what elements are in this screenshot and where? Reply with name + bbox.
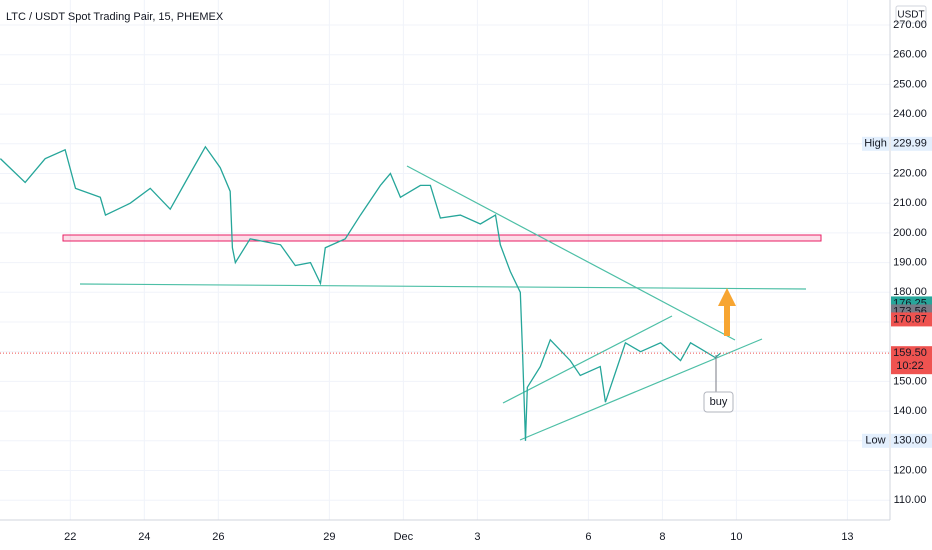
- axis: 110.00120.00130.00140.00150.00160.00170.…: [64, 19, 932, 543]
- grid: [0, 0, 890, 520]
- price-label: 130.00: [893, 435, 927, 447]
- x-tick-label: 26: [212, 531, 224, 543]
- price-line: [0, 145, 721, 441]
- price-label-box: [891, 312, 932, 327]
- x-tick-label: 10: [730, 531, 742, 543]
- x-tick-label: 8: [659, 531, 665, 543]
- y-tick-label: 220.00: [893, 167, 927, 179]
- price-label-box: [891, 433, 932, 448]
- y-tick-label: 140.00: [893, 405, 927, 417]
- y-tick-label: 270.00: [893, 19, 927, 31]
- x-tick-label: 29: [323, 531, 335, 543]
- x-tick-label: 6: [585, 531, 591, 543]
- price-tag-box: [862, 136, 889, 151]
- price-label-box: [891, 346, 932, 375]
- channel-lower: [519, 338, 763, 441]
- support-line: [79, 283, 807, 290]
- y-tick-label: 150.00: [893, 375, 927, 387]
- price-tag: Low: [865, 435, 885, 447]
- x-tick-label: Dec: [394, 531, 414, 543]
- price-tag: High: [864, 138, 887, 150]
- price-label: 229.99: [893, 138, 927, 150]
- chart-title: LTC / USDT Spot Trading Pair, 15, PHEMEX: [6, 11, 224, 23]
- y-tick-label: 210.00: [893, 197, 927, 209]
- y-tick-label: 180.00: [893, 286, 927, 298]
- y-tick-label: 260.00: [893, 49, 927, 61]
- x-tick-label: 24: [138, 531, 150, 543]
- x-tick-label: 3: [474, 531, 480, 543]
- price-label: 170.87: [893, 313, 927, 325]
- y-tick-label: 200.00: [893, 227, 927, 239]
- price-tag-box: [862, 433, 889, 448]
- y-tick-label: 120.00: [893, 464, 927, 476]
- currency: USDT: [897, 10, 924, 21]
- currency-box: [895, 5, 927, 24]
- y-tick-label: 110.00: [894, 494, 927, 506]
- y-tick-label: 240.00: [893, 108, 927, 120]
- arrow: [718, 288, 736, 336]
- x-tick-label: 22: [64, 531, 76, 543]
- x-tick-label: 13: [841, 531, 853, 543]
- trend-line: [406, 165, 736, 341]
- y-tick-label: 250.00: [893, 78, 927, 90]
- price-label: 159.50: [893, 347, 927, 359]
- plot: [0, 145, 890, 441]
- resistance-zone: [62, 234, 822, 242]
- price-label-box: [891, 136, 932, 151]
- channel-upper: [502, 315, 673, 404]
- y-tick-label: 190.00: [893, 257, 927, 269]
- price-countdown: 10:22: [896, 360, 924, 372]
- annotation: buy: [710, 396, 728, 408]
- callout-box: [703, 391, 734, 413]
